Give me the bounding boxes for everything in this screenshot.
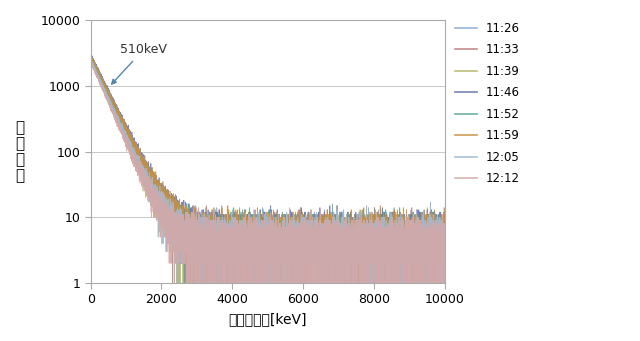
12:05 bbox=[156, 200, 164, 204]
11:59 bbox=[108, 98, 116, 102]
11:39 bbox=[102, 92, 109, 96]
12:12 bbox=[102, 95, 109, 99]
12:05 bbox=[102, 89, 109, 93]
11:46 bbox=[102, 84, 109, 88]
11:59 bbox=[441, 241, 449, 246]
Line: 12:12: 12:12 bbox=[91, 61, 445, 283]
11:52 bbox=[108, 101, 116, 105]
11:33 bbox=[260, 241, 268, 246]
11:52 bbox=[156, 189, 164, 193]
11:59 bbox=[422, 250, 430, 254]
11:52 bbox=[173, 281, 181, 285]
12:05 bbox=[174, 281, 182, 285]
11:52 bbox=[441, 230, 449, 234]
Legend: 11:26, 11:33, 11:39, 11:46, 11:52, 11:59, 12:05, 12:12: 11:26, 11:33, 11:39, 11:46, 11:52, 11:59… bbox=[454, 21, 521, 187]
11:39 bbox=[156, 204, 164, 208]
11:39 bbox=[441, 261, 449, 265]
11:46 bbox=[88, 56, 96, 60]
11:46 bbox=[441, 230, 449, 234]
11:52 bbox=[422, 241, 430, 246]
11:59 bbox=[102, 83, 109, 87]
Line: 11:39: 11:39 bbox=[91, 60, 445, 283]
11:39 bbox=[108, 106, 116, 110]
11:46 bbox=[422, 230, 430, 234]
12:05 bbox=[87, 57, 95, 61]
11:26 bbox=[102, 87, 109, 91]
Line: 11:46: 11:46 bbox=[91, 54, 445, 283]
Line: 11:52: 11:52 bbox=[91, 57, 445, 283]
11:46 bbox=[188, 281, 196, 285]
Text: 510keV: 510keV bbox=[112, 44, 166, 84]
12:12 bbox=[422, 250, 430, 254]
Line: 12:05: 12:05 bbox=[91, 59, 445, 283]
Line: 11:59: 11:59 bbox=[91, 55, 445, 283]
11:52 bbox=[88, 60, 96, 64]
11:52 bbox=[102, 86, 109, 90]
12:12 bbox=[87, 60, 95, 64]
11:39 bbox=[422, 235, 430, 239]
X-axis label: エネルギー[keV]: エネルギー[keV] bbox=[228, 312, 307, 326]
Line: 11:26: 11:26 bbox=[91, 56, 445, 283]
11:26 bbox=[108, 101, 116, 105]
11:59 bbox=[87, 53, 95, 57]
11:39 bbox=[87, 58, 95, 62]
11:39 bbox=[260, 250, 268, 254]
11:33 bbox=[87, 56, 95, 60]
11:26 bbox=[87, 55, 95, 59]
11:52 bbox=[260, 241, 268, 246]
Y-axis label: カ
ウ
ン
ト: カ ウ ン ト bbox=[15, 120, 24, 183]
11:46 bbox=[108, 97, 116, 101]
11:59 bbox=[260, 241, 268, 246]
11:59 bbox=[156, 202, 164, 206]
11:59 bbox=[88, 56, 96, 60]
11:26 bbox=[156, 191, 164, 195]
Line: 11:33: 11:33 bbox=[91, 58, 445, 283]
12:12 bbox=[260, 241, 268, 246]
11:33 bbox=[87, 57, 95, 61]
11:39 bbox=[87, 58, 95, 62]
11:33 bbox=[156, 206, 164, 210]
11:26 bbox=[88, 58, 96, 62]
11:33 bbox=[108, 103, 116, 107]
11:52 bbox=[87, 55, 95, 59]
11:33 bbox=[422, 235, 430, 239]
11:26 bbox=[187, 281, 195, 285]
11:52 bbox=[87, 55, 95, 59]
12:05 bbox=[260, 241, 268, 246]
11:59 bbox=[87, 53, 95, 57]
11:33 bbox=[441, 235, 449, 239]
12:05 bbox=[422, 235, 430, 239]
12:05 bbox=[441, 261, 449, 265]
11:46 bbox=[87, 52, 95, 56]
12:05 bbox=[108, 104, 116, 108]
11:26 bbox=[422, 235, 430, 239]
11:33 bbox=[88, 60, 96, 64]
11:26 bbox=[441, 230, 449, 234]
11:59 bbox=[187, 281, 195, 285]
11:46 bbox=[87, 53, 95, 57]
12:12 bbox=[88, 63, 96, 68]
12:12 bbox=[108, 106, 116, 110]
11:33 bbox=[169, 281, 177, 285]
11:46 bbox=[156, 208, 164, 212]
11:39 bbox=[88, 62, 96, 66]
12:12 bbox=[170, 281, 178, 285]
12:05 bbox=[88, 61, 96, 65]
11:26 bbox=[260, 215, 268, 219]
12:05 bbox=[87, 58, 95, 62]
12:12 bbox=[441, 235, 449, 239]
11:39 bbox=[171, 281, 179, 285]
11:46 bbox=[260, 261, 268, 265]
11:33 bbox=[102, 89, 109, 93]
11:26 bbox=[87, 54, 95, 58]
12:12 bbox=[87, 59, 95, 63]
12:12 bbox=[156, 215, 164, 219]
